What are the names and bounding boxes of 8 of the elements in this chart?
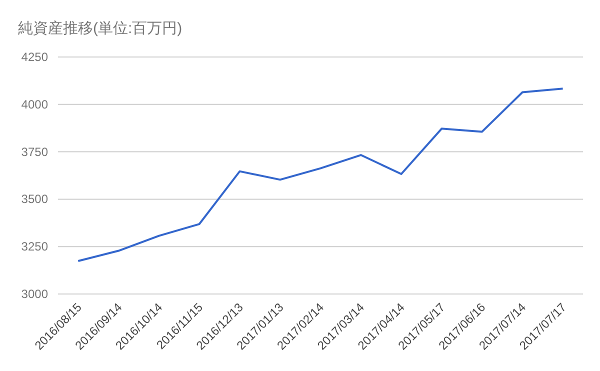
- y-tick-label: 3250: [21, 240, 48, 254]
- chart-title: 純資産推移(単位:百万円): [18, 20, 182, 37]
- line-series: [77, 88, 564, 262]
- y-tick-label: 4250: [21, 50, 48, 64]
- y-tick-label: 4000: [21, 97, 48, 112]
- y-tick-label: 3500: [21, 192, 48, 206]
- y-tick-label: 3750: [21, 144, 48, 159]
- y-tick-label: 3000: [21, 287, 48, 301]
